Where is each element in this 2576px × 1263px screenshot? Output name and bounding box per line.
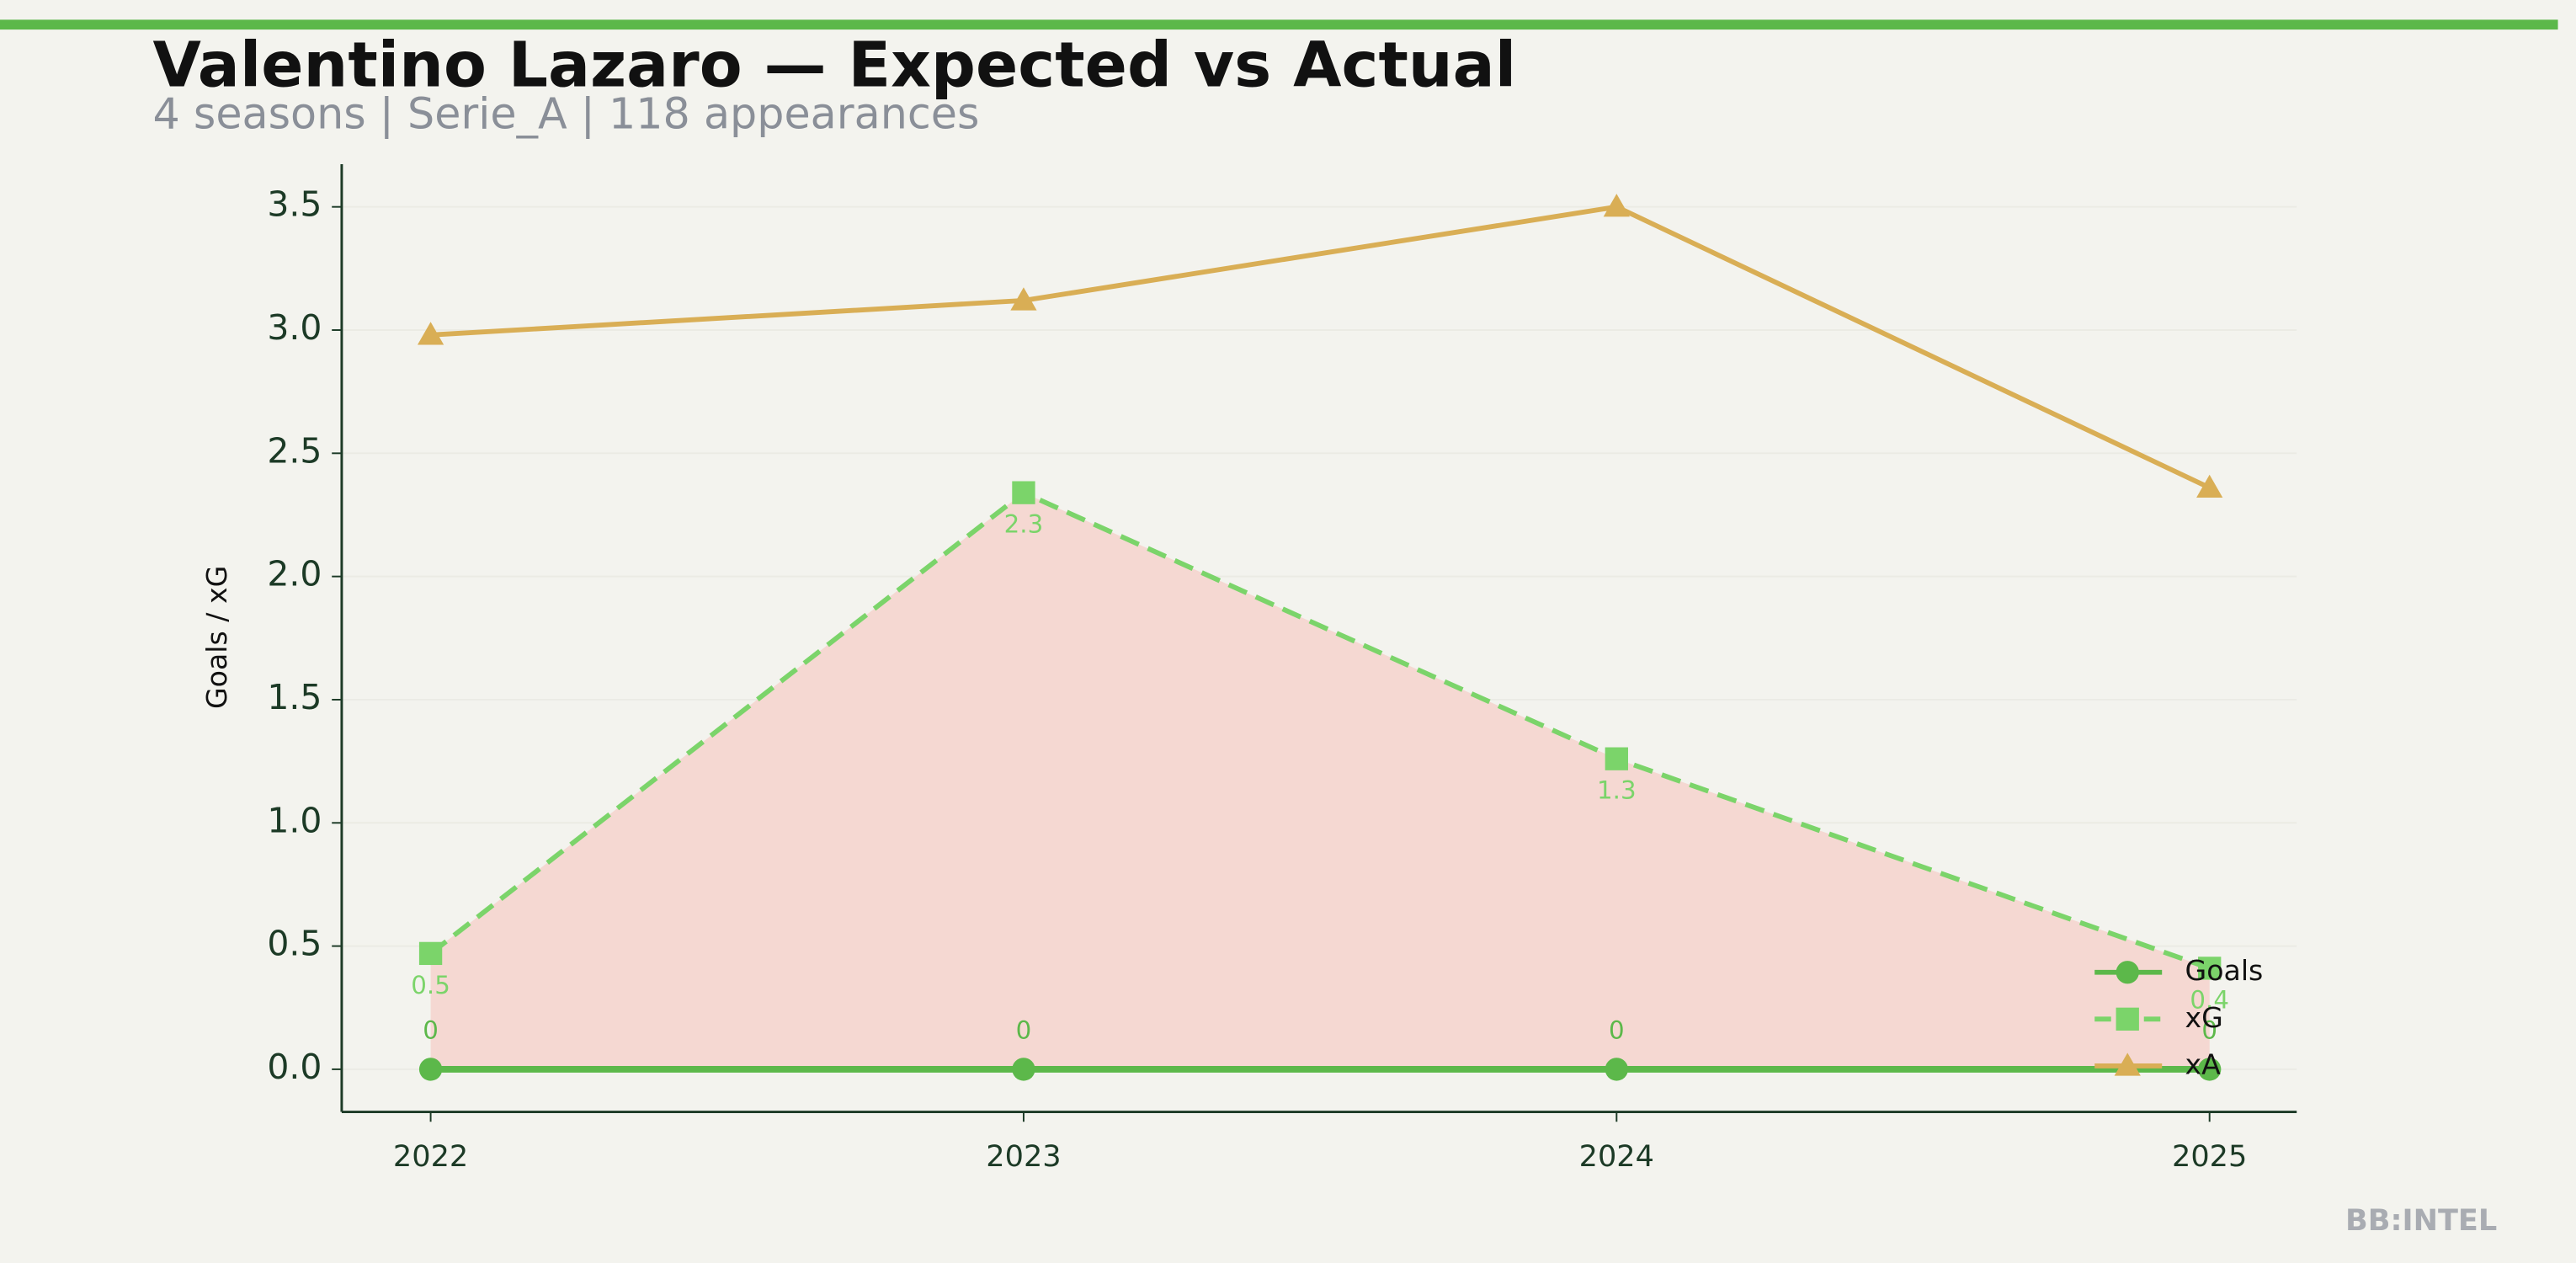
- data-label: 0: [423, 1016, 439, 1045]
- marker: [2196, 474, 2223, 498]
- y-tick-label: 2.0: [267, 554, 322, 594]
- marker: [1603, 194, 1630, 217]
- y-tick-label: 3.5: [267, 184, 322, 225]
- data-label: 0: [2201, 1016, 2217, 1045]
- x-tick-label: 2024: [1579, 1139, 1654, 1174]
- x-tick-label: 2022: [393, 1139, 468, 1174]
- watermark: BB:INTEL: [2345, 1203, 2497, 1238]
- legend-label: Goals: [2185, 954, 2264, 987]
- marker: [417, 322, 444, 345]
- top-bar: [0, 19, 2558, 30]
- x-tick-label: 2023: [986, 1139, 1061, 1174]
- legend-marker: [2114, 1052, 2141, 1076]
- legend-marker: [2116, 961, 2139, 984]
- marker: [2198, 957, 2222, 980]
- marker: [418, 941, 443, 966]
- data-label: 0: [1609, 1016, 1625, 1045]
- data-label: 2.3: [1004, 510, 1044, 539]
- data-label: 1.3: [1597, 776, 1637, 805]
- y-tick-label: 2.5: [267, 430, 322, 471]
- marker: [1012, 481, 1035, 504]
- series-line: [430, 204, 2211, 490]
- legend-label: xA: [2185, 1047, 2222, 1080]
- shaded-gap: [430, 493, 2210, 1069]
- marker: [1010, 287, 1037, 311]
- data-label: 0: [1016, 1016, 1032, 1045]
- marker: [2198, 1058, 2222, 1081]
- y-axis-label: Goals / xG: [200, 566, 233, 709]
- series-line: [428, 489, 2211, 971]
- marker: [1012, 1058, 1035, 1081]
- x-tick-label: 2025: [2172, 1139, 2247, 1174]
- marker: [1605, 1058, 1628, 1081]
- marker: [418, 1058, 443, 1081]
- data-label: 0.4: [2190, 985, 2229, 1014]
- marker: [1605, 747, 1628, 770]
- legend-marker: [2116, 1007, 2139, 1031]
- y-tick-label: 0.0: [267, 1047, 322, 1087]
- chart-title: Valentino Lazaro — Expected vs Actual: [152, 29, 1516, 101]
- legend-label: xG: [2185, 1001, 2223, 1034]
- y-tick-label: 0.5: [267, 924, 322, 964]
- data-label: 0.5: [411, 971, 450, 999]
- y-tick-label: 3.0: [267, 307, 322, 348]
- chart-subtitle: 4 seasons | Serie_A | 118 appearances: [152, 88, 979, 139]
- y-tick-label: 1.0: [267, 800, 322, 840]
- y-tick-label: 1.5: [267, 677, 322, 717]
